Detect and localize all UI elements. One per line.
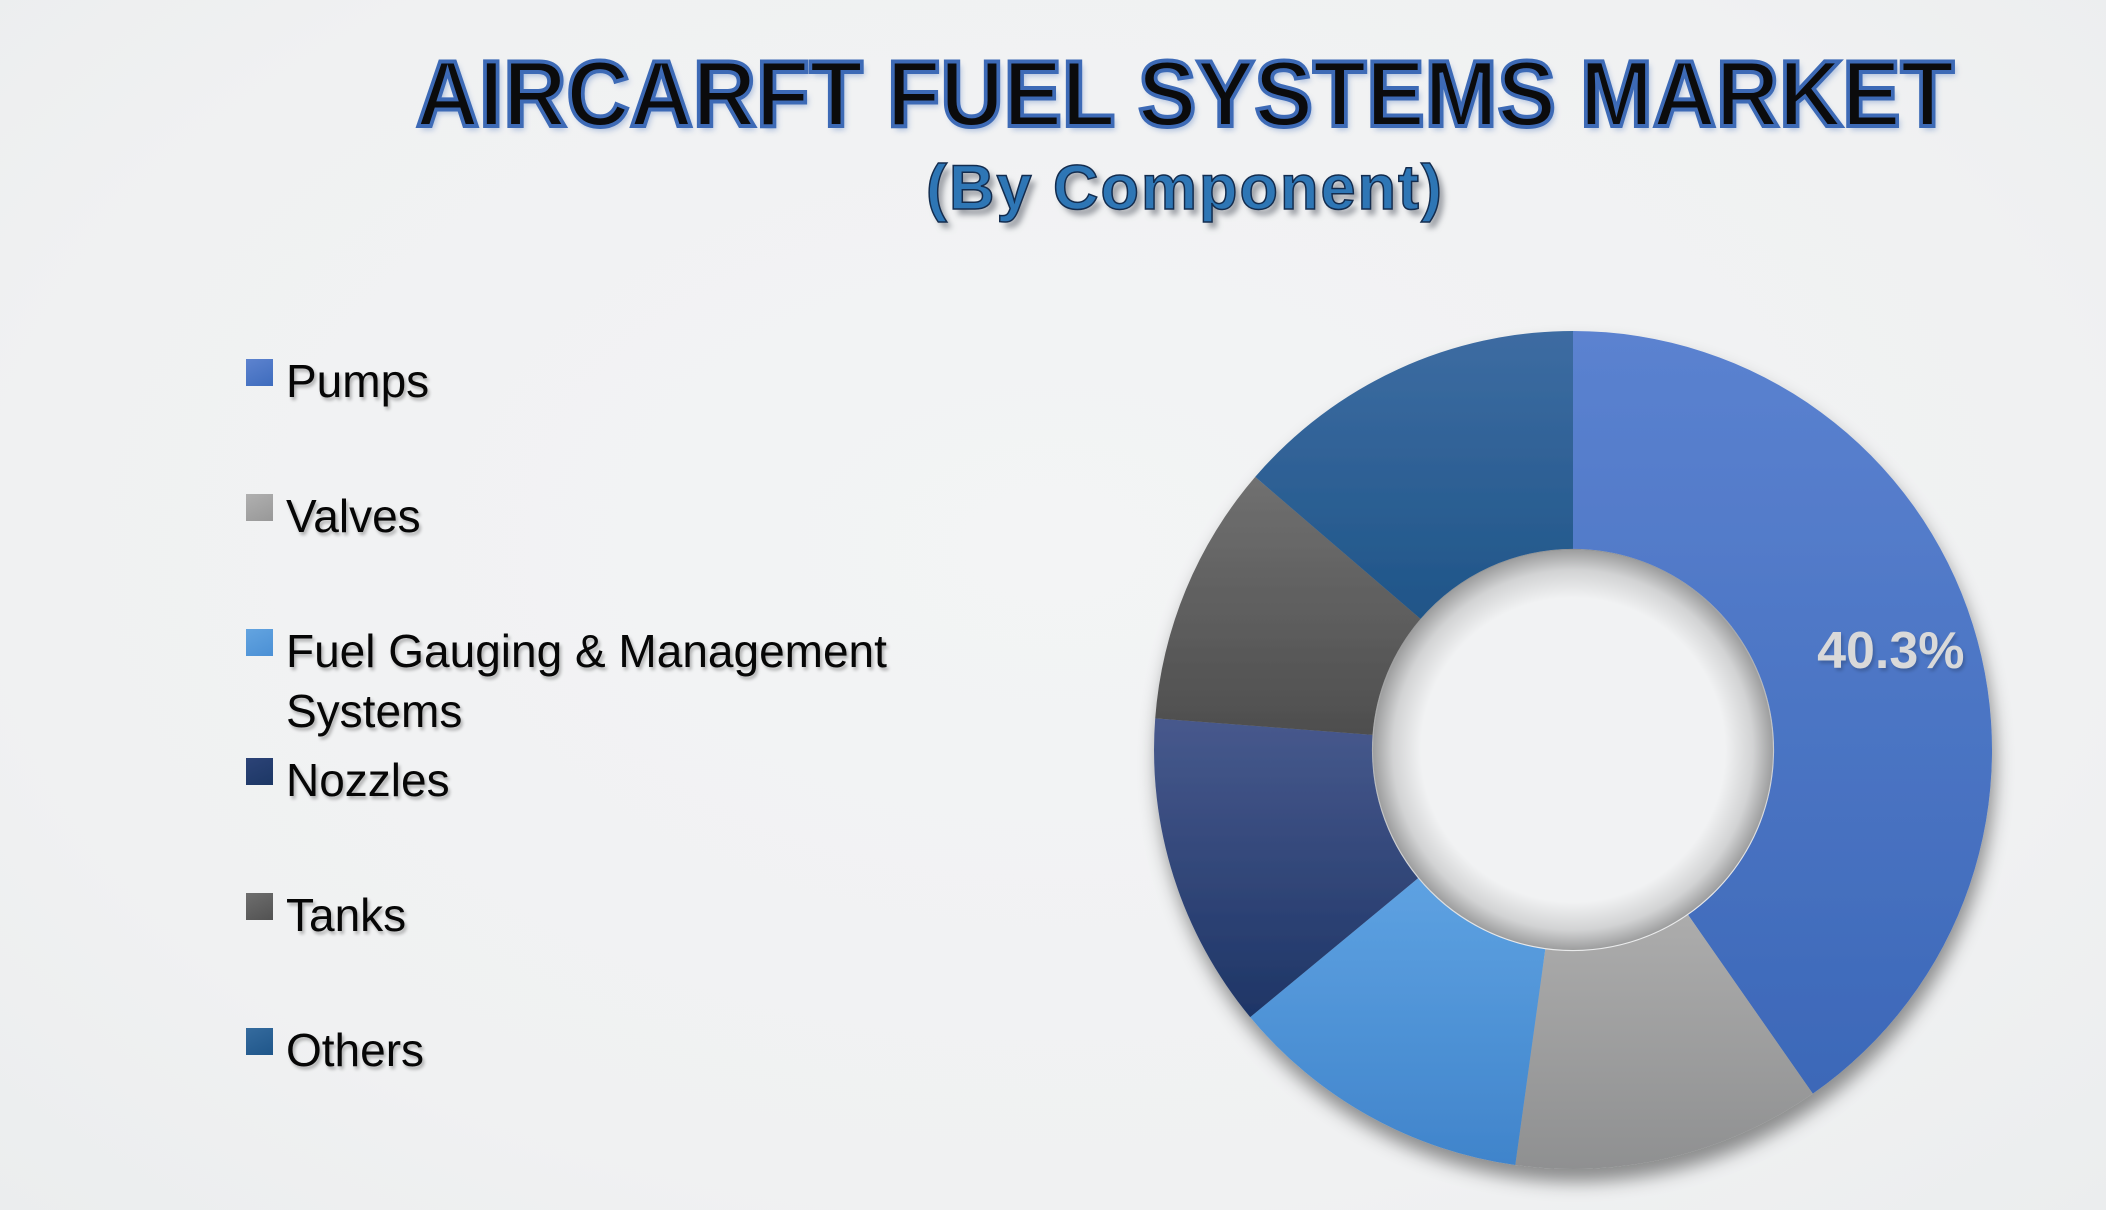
legend-swatch: [246, 629, 273, 656]
donut-slice-valves: [1515, 914, 1813, 1169]
donut-slice-fuel-gauging-management-systems: [1250, 878, 1546, 1165]
page-subtitle: (By Component): [925, 152, 1444, 224]
legend-label: Valves: [286, 490, 421, 542]
donut-slices: [1154, 331, 1993, 1169]
legend-item-valves: Valves: [246, 487, 1066, 547]
legend-label: Tanks: [286, 889, 407, 941]
legend-swatch: [246, 359, 273, 386]
legend-label: Others: [286, 1024, 425, 1076]
legend-item-nozzles: Nozzles: [246, 751, 1066, 811]
legend-item-pumps: Pumps: [246, 352, 1066, 412]
legend-swatch: [246, 1028, 273, 1055]
chart-header: AIRCARFT FUEL SYSTEMS MARKET (By Compone…: [0, 41, 2106, 224]
donut-labels: 40.3%: [1817, 622, 1964, 680]
legend-item-others: Others: [246, 1021, 1066, 1081]
legend-swatch: [246, 758, 273, 785]
legend-item-fuel-gauging-management-systems: Fuel Gauging & Management Systems: [246, 622, 1066, 742]
donut-chart-area: 40.3%: [1050, 270, 2096, 1210]
donut-hole-inner-shadow: [1373, 550, 1773, 950]
legend-label: Pumps: [286, 355, 430, 407]
donut-chart: 40.3%: [1154, 331, 1993, 1169]
legend-label: Nozzles: [286, 754, 450, 806]
legend-label: Fuel Gauging & Management Systems: [286, 625, 887, 737]
legend-item-tanks: Tanks: [246, 886, 1066, 946]
slice-value-label: 40.3%: [1817, 622, 1964, 680]
legend-swatch: [246, 494, 273, 521]
donut-slice-nozzles: [1154, 718, 1418, 1018]
donut-slice-pumps: [1573, 331, 1993, 1094]
legend-swatch: [246, 893, 273, 920]
donut-slice-tanks: [1155, 476, 1421, 735]
donut-slice-others: [1255, 331, 1573, 619]
page-title: AIRCARFT FUEL SYSTEMS MARKET: [414, 41, 1956, 146]
